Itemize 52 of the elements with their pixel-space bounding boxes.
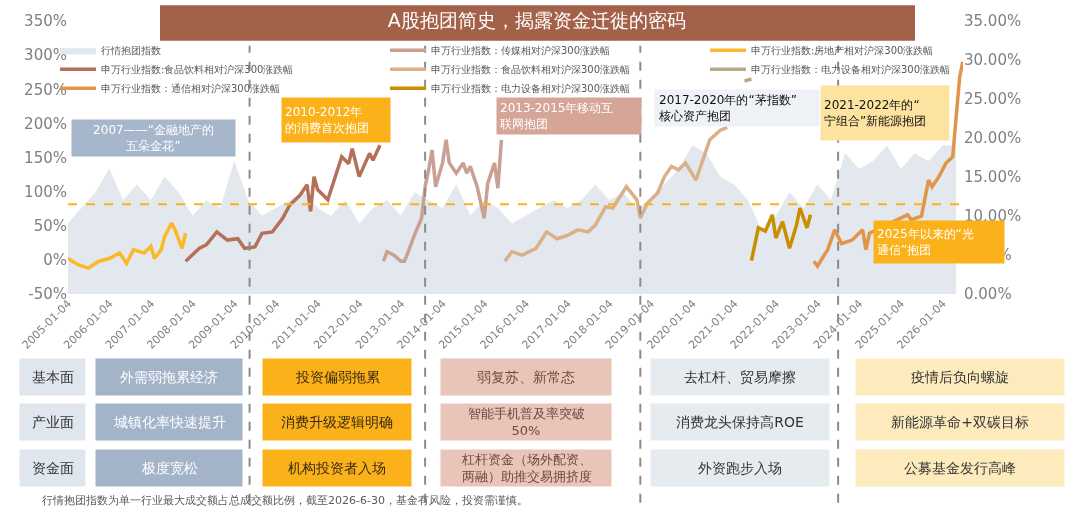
annotation: 2025年以来的“光通信”抱团: [877, 227, 974, 257]
legend-label: 申万行业指数:房地产相对沪深300涨跌幅: [751, 45, 934, 57]
line-series: [381, 138, 504, 263]
text: 外资跑步入场: [698, 460, 782, 476]
text: 消费龙头保持高ROE: [676, 414, 804, 430]
text: 城镇化率快速提升: [112, 414, 226, 430]
text: 极度宽松: [140, 460, 198, 476]
legend-label: 申万行业指数：传媒相对沪深300涨跌幅: [431, 45, 611, 57]
y2-tick-label: 30.00%: [964, 51, 1022, 70]
text: 杠杆资金（场外配资、两融）助推交易拥挤度: [460, 452, 592, 484]
y-tick-label: 50%: [33, 217, 67, 235]
text: 去杠杆、贸易摩擦: [684, 369, 796, 385]
text: 机构投资者入场: [288, 460, 386, 476]
annotation: 2010-2012年的消费首次抱团: [285, 105, 369, 135]
text: 外需弱拖累经济: [120, 369, 218, 385]
legend-label: 申万行业指数:食品饮料相对沪深300涨跌幅: [101, 64, 294, 76]
text: 资金面: [31, 460, 74, 476]
y-tick-label: 100%: [24, 182, 67, 201]
y-tick-label: 300%: [24, 46, 67, 65]
y2-tick-label: 0.00%: [964, 285, 1012, 304]
y-tick-label: 0%: [43, 251, 67, 270]
y-tick-label: 150%: [24, 148, 67, 167]
y2-tick-label: 35.00%: [964, 12, 1022, 31]
annotation: 2007——“金融地产的五朵金花”: [93, 123, 214, 153]
legend-label: 申万行业指数：电力设备相对沪深300涨跌幅: [751, 64, 951, 76]
annotation: 2013-2015年移动互联网抱团: [500, 101, 614, 131]
line-series: [183, 143, 382, 263]
text: 疫情后负向螺旋: [911, 369, 1009, 385]
text: 消费升级逻辑明确: [281, 414, 393, 430]
chart-title: A股抱团简史，揭露资金迁徙的密码: [387, 8, 686, 31]
text: 基本面: [31, 369, 74, 385]
text: 弱复苏、新常态: [477, 369, 575, 385]
y-tick-label: 350%: [24, 12, 67, 31]
y-tick-label: 250%: [24, 80, 67, 99]
annotation: 2021-2022年的“宁组合”新能源抱团: [824, 98, 927, 128]
y-tick-label: 200%: [24, 114, 67, 133]
y2-tick-label: 25.00%: [964, 90, 1022, 109]
text: 产业面: [31, 414, 74, 430]
y2-tick-label: 15.00%: [964, 168, 1022, 187]
line-series: [68, 221, 188, 270]
text: 行情抱团指数为单一行业最大成交额占总成交额比例，截至2026-6-30，基金有风险，投资需谨慎。: [42, 494, 528, 507]
line-series: [749, 206, 813, 263]
text: 投资偏弱拖累: [294, 369, 380, 385]
legend-label: 行情抱团指数: [101, 45, 161, 57]
y2-tick-label: 20.00%: [964, 129, 1022, 148]
text: 新能源革命+双碳目标: [891, 414, 1029, 430]
line-series: [812, 60, 963, 268]
legend-label: 申万行业指数：电力设备相对沪深300涨跌幅: [431, 83, 631, 95]
legend-label: 申万行业指数：食品饮料相对沪深300涨跌幅: [431, 64, 631, 76]
text: 公募基金发行高峰: [904, 460, 1016, 476]
legend-label: 申万行业指数：通信相对沪深300涨跌幅: [101, 83, 281, 95]
text: 智能手机普及率突破50%: [467, 406, 585, 438]
